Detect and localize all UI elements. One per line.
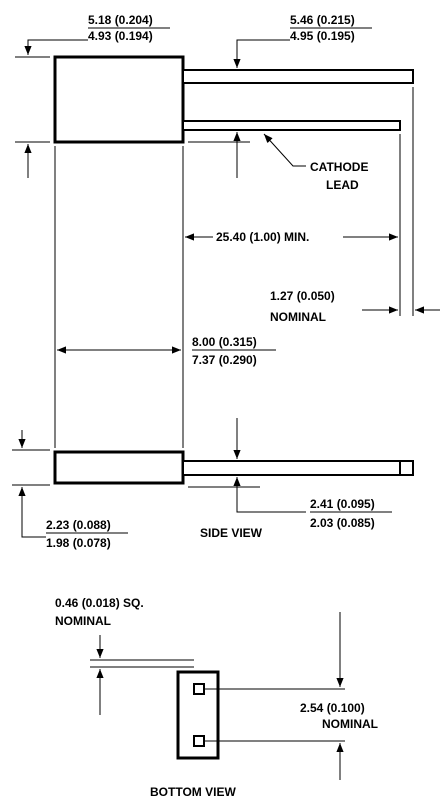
dim-arrow (233, 39, 290, 68)
dim-arrow (18, 487, 46, 538)
label: CATHODE (310, 160, 368, 174)
dim-min: 4.95 (0.195) (290, 29, 355, 43)
dim-label: 0.46 (0.018) SQ. (55, 596, 144, 610)
dim-label: NOMINAL (322, 717, 378, 731)
cathode-lead (182, 120, 401, 131)
dim-max: 5.18 (0.204) (88, 13, 153, 27)
side-view: 2.23 (0.088) 1.98 (0.078) 2.41 (0.095) 2… (12, 418, 414, 550)
top-view: 5.18 (0.204) 4.93 (0.194) 5.46 (0.215) 4… (15, 13, 440, 448)
dim-min: 2.03 (0.085) (310, 516, 375, 530)
lead (182, 69, 414, 84)
dim-max: 8.00 (0.315) (192, 335, 257, 349)
dim-min: 4.93 (0.194) (88, 29, 153, 43)
lead-end (399, 460, 414, 476)
lead (182, 460, 414, 476)
dim-label: NOMINAL (270, 310, 326, 324)
view-title: SIDE VIEW (200, 526, 263, 540)
dim-max: 2.41 (0.095) (310, 497, 375, 511)
dim-min: 1.98 (0.078) (46, 536, 111, 550)
dim-label: 25.40 (1.00) MIN. (216, 230, 309, 244)
view-title: BOTTOM VIEW (150, 785, 236, 799)
lead-square (193, 735, 205, 747)
lead-square (193, 683, 205, 695)
dim-arrow (233, 477, 306, 513)
dim-min: 7.37 (0.290) (192, 353, 257, 367)
dim-max: 2.23 (0.088) (46, 518, 111, 532)
dim-max: 5.46 (0.215) (290, 13, 355, 27)
dim-label: NOMINAL (55, 614, 111, 628)
body (53, 55, 185, 144)
label: LEAD (326, 178, 359, 192)
bottom-view: 0.46 (0.018) SQ. NOMINAL 2.54 (0.100) NO… (55, 596, 378, 799)
dim-label: 1.27 (0.050) (270, 289, 335, 303)
dim-arrow (24, 39, 88, 55)
body (53, 450, 185, 485)
leader (263, 133, 306, 167)
dim-label: 2.54 (0.100) (300, 701, 365, 715)
